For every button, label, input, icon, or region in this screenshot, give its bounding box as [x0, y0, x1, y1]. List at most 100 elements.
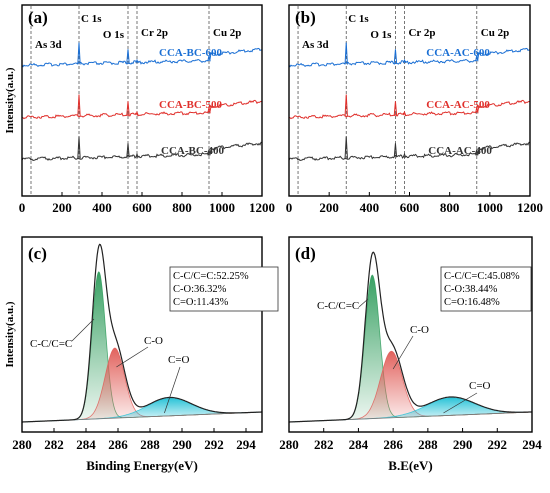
- percent-entry: C-C/C=C:45.08%: [444, 271, 520, 282]
- x-tick-label: 0: [286, 200, 293, 215]
- series-line: [288, 141, 531, 161]
- panel-d: 280 282 284 286 288 290 292 294 B.E(eV) (d) C-C/C=…: [279, 236, 542, 473]
- x-tick-label: 600: [400, 200, 420, 215]
- peak-annotation: C=O: [469, 380, 491, 392]
- peak-label: O 1s: [370, 29, 392, 41]
- x-tick-label: 282: [44, 437, 64, 452]
- x-tick-label: 0: [19, 200, 26, 215]
- x-tick-label: 800: [172, 200, 192, 215]
- series-line: [21, 99, 263, 120]
- peak-label: Cu 2p: [213, 27, 241, 39]
- series-peak: [393, 143, 398, 158]
- series-peak: [402, 110, 407, 116]
- x-tick-label: 800: [440, 200, 460, 215]
- series-peak: [126, 49, 130, 64]
- x-tick-label: 286: [108, 437, 128, 452]
- panel-label: (a): [28, 8, 48, 27]
- annotation-leader: [358, 298, 369, 308]
- x-tick-label: 292: [204, 437, 224, 452]
- series-peak: [393, 49, 398, 64]
- x-tick-label: 290: [453, 437, 473, 452]
- x-tick-label: 400: [360, 200, 380, 215]
- x-tick-label: 280: [279, 437, 299, 452]
- panel-label: (c): [28, 244, 47, 263]
- series-peak: [135, 152, 139, 158]
- peak-label: As 3d: [302, 39, 329, 51]
- series-peak: [344, 42, 348, 65]
- percent-box: [169, 266, 279, 312]
- panel-label: (b): [295, 8, 316, 27]
- x-tick-label: 400: [92, 200, 112, 215]
- x-tick-label: 1000: [477, 200, 503, 215]
- annotation-leader: [71, 318, 95, 342]
- peak-label: Cu 2p: [481, 27, 509, 39]
- plot-frame: [21, 236, 263, 433]
- x-tick-label: 284: [349, 437, 369, 452]
- annotation-leader: [443, 392, 478, 414]
- x-tick-label: 200: [319, 200, 339, 215]
- x-tick-label: 286: [383, 437, 403, 452]
- x-tick-label: 292: [488, 437, 508, 452]
- panel-label: (d): [295, 244, 316, 263]
- series-peak: [126, 101, 130, 116]
- x-axis-label: B.E(eV): [388, 458, 432, 473]
- x-tick-label: 288: [140, 437, 160, 452]
- peak-label: O 1s: [103, 29, 125, 41]
- x-tick-label: 1200: [517, 200, 543, 215]
- series-peak: [77, 94, 81, 117]
- component-peak-fill: [22, 398, 262, 422]
- envelope-line: [289, 251, 533, 423]
- x-axis-label: Binding Energy(eV): [86, 458, 198, 473]
- series-peak: [126, 143, 130, 158]
- series-peak: [77, 136, 81, 159]
- panel-b: CCA-AC-600 CCA-AC-500 CCA-AC-400 0 200 400 600…: [286, 4, 543, 215]
- x-tick-label: 294: [522, 437, 542, 452]
- peak-label: C 1s: [348, 13, 369, 25]
- component-peak-fill: [289, 351, 532, 422]
- series-peak: [402, 152, 407, 158]
- percent-entry: C-O:36.32%: [173, 284, 227, 295]
- x-tick-label: 294: [236, 437, 256, 452]
- peak-annotation: C-O: [144, 335, 163, 347]
- x-tick-label: 282: [314, 437, 334, 452]
- peak-label: As 3d: [35, 39, 62, 51]
- annotation-leader: [392, 335, 414, 370]
- component-peak-fill: [289, 397, 532, 422]
- plot-frame: [288, 236, 533, 433]
- series-label: CCA-BC-500: [159, 99, 222, 111]
- peak-annotation: C-O: [410, 324, 429, 336]
- panel-a: CCA-BC-600 CCA-BC-500 CCA-BC-400 0 200 400 600…: [4, 4, 275, 215]
- series-line: [21, 141, 263, 161]
- series-peak: [475, 149, 479, 156]
- series-label: CCA-BC-600: [159, 47, 222, 59]
- x-tick-label: 284: [76, 437, 96, 452]
- x-tick-label: 200: [52, 200, 72, 215]
- x-tick-label: 1000: [209, 200, 235, 215]
- series-peak: [135, 110, 139, 116]
- series-line: [21, 47, 263, 68]
- x-tick-label: 290: [172, 437, 192, 452]
- peak-annotation: C=O: [168, 354, 190, 366]
- percent-entry: C=O:16.48%: [444, 297, 500, 308]
- series-label: CCA-AC-400: [428, 145, 492, 157]
- peak-label: Cr 2p: [408, 27, 435, 39]
- percent-box: [440, 266, 532, 312]
- series-peak: [207, 107, 211, 114]
- x-tick-label: 280: [12, 437, 32, 452]
- peak-annotation: C-C/C=C: [30, 338, 72, 350]
- annotation-leader: [164, 366, 181, 414]
- series-label: CCA-BC-400: [161, 145, 224, 157]
- percent-entry: C-C/C=C:52.25%: [173, 271, 249, 282]
- series-peak: [207, 55, 211, 62]
- series-peak: [135, 58, 139, 64]
- annotation-leader: [116, 346, 149, 368]
- peak-annotation: C-C/C=C: [317, 300, 359, 312]
- series-peak: [344, 136, 348, 159]
- series-label: CCA-AC-600: [426, 47, 490, 59]
- series-peak: [344, 94, 348, 117]
- panel-c: 280 282 284 286 288 290 292 294 Binding Energy(e…: [4, 236, 279, 473]
- y-axis-label: Intensity(a.u.): [4, 301, 16, 367]
- percent-entry: C=O:11.43%: [173, 297, 229, 308]
- series-peak: [475, 55, 479, 62]
